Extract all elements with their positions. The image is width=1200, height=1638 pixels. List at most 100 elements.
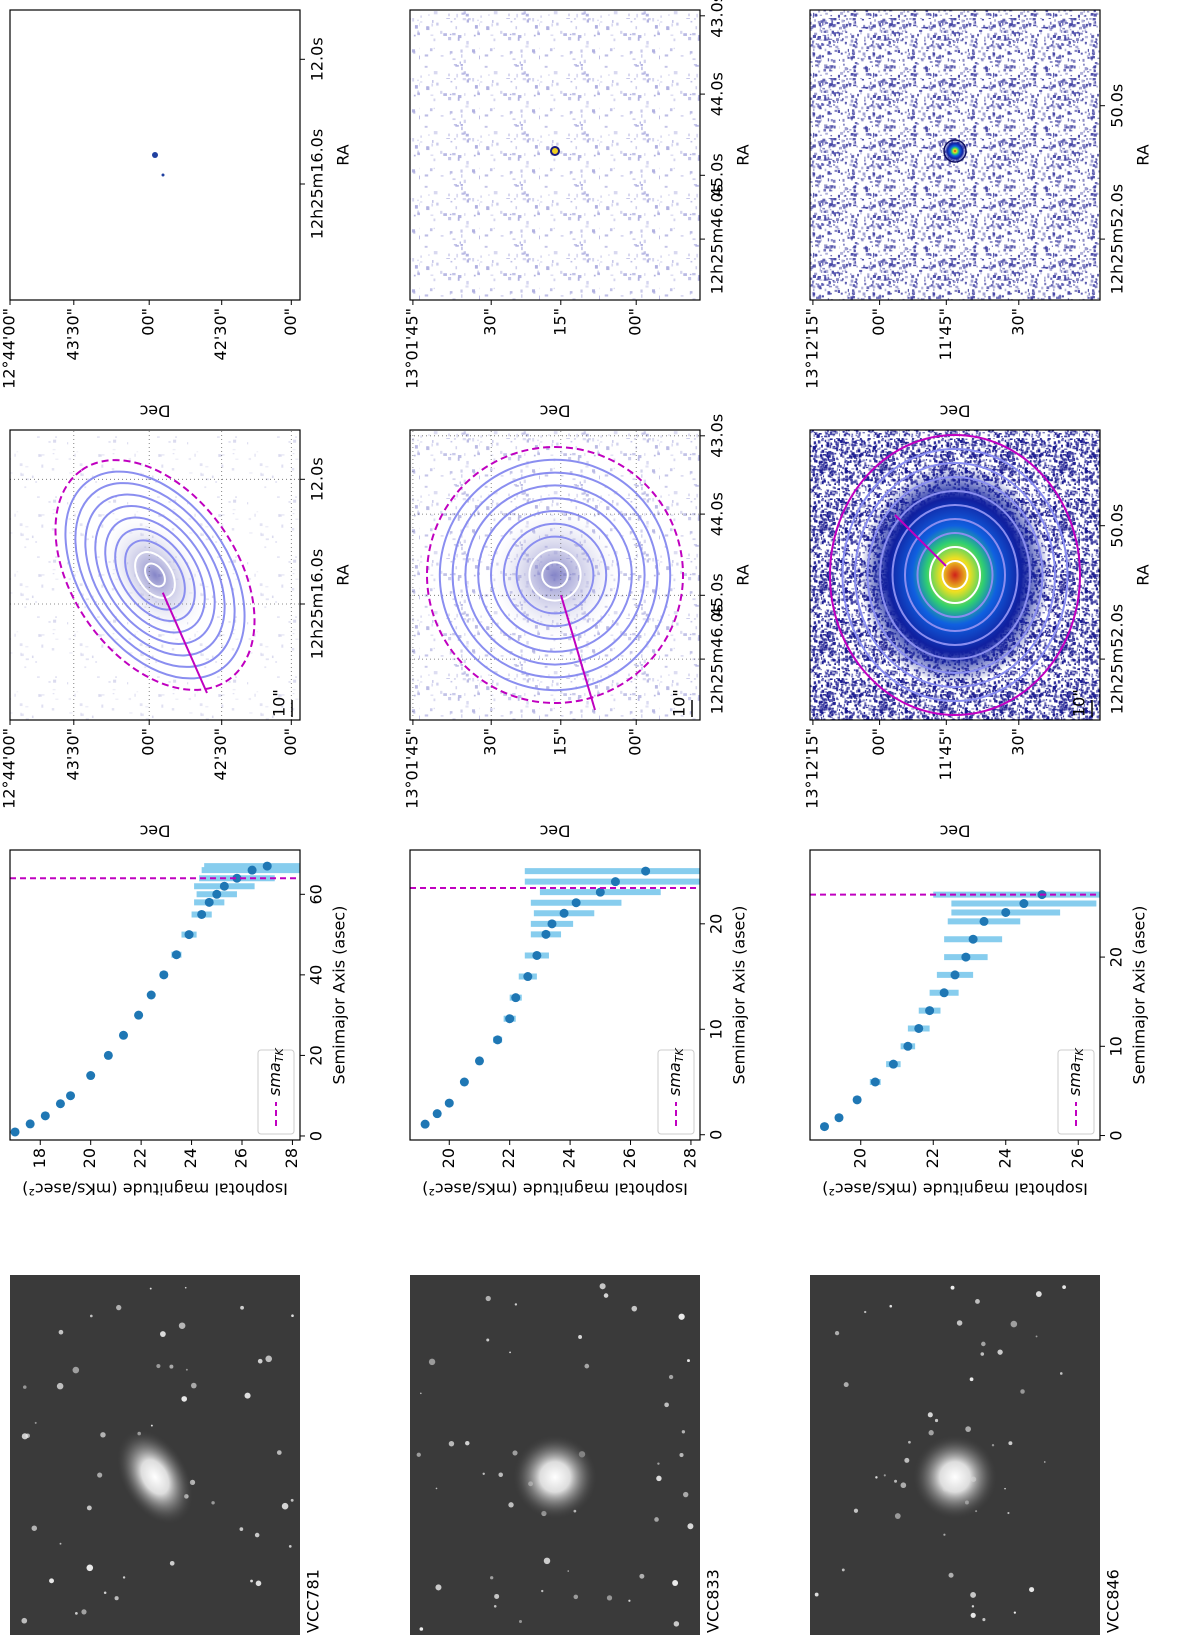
data-point [118, 1030, 128, 1040]
dec-tick-label: 13°01'45" [402, 308, 421, 389]
data-point [197, 909, 207, 919]
star [672, 1580, 679, 1586]
star [657, 1462, 660, 1465]
star [419, 1627, 424, 1631]
dec-tick-label: 11'45" [936, 308, 955, 360]
legend-label: smaTK [265, 1048, 287, 1096]
star [239, 1527, 244, 1531]
star [934, 1418, 939, 1423]
data-point [571, 898, 581, 908]
star [211, 1501, 215, 1505]
frame [409, 849, 701, 1141]
star [673, 1621, 680, 1627]
residual-core [152, 152, 158, 158]
data-point [55, 1099, 65, 1109]
dec-tick-label: 43'30" [63, 728, 82, 780]
dec-axis-label: Dec [140, 822, 171, 841]
star [687, 1359, 690, 1363]
isophote [904, 518, 1006, 632]
frame [9, 9, 301, 301]
frame [809, 429, 1101, 721]
star [190, 1382, 197, 1389]
star [997, 1349, 1003, 1355]
star [970, 1612, 976, 1618]
data-point [888, 1059, 898, 1069]
star [49, 1578, 54, 1584]
star [512, 1450, 518, 1456]
star [628, 1599, 631, 1602]
data-point [610, 877, 620, 887]
star [639, 1573, 645, 1579]
data-point [820, 1122, 829, 1132]
x-tick-label: 20 [707, 914, 726, 934]
star [1013, 1611, 1016, 1614]
scale-bar-label: 10" [670, 689, 689, 717]
star [486, 1338, 490, 1342]
star [948, 1572, 954, 1578]
legend-name: sma [1065, 1062, 1084, 1096]
star [181, 1396, 188, 1402]
frame [809, 9, 1101, 301]
dec-tick-label: 12°44'00" [0, 308, 19, 389]
star [603, 1293, 609, 1298]
data-point [86, 1071, 96, 1081]
isophote [114, 528, 196, 622]
data-point [1001, 907, 1011, 917]
isophote [490, 510, 620, 640]
star [493, 1604, 497, 1608]
star [169, 1364, 174, 1369]
star [498, 1472, 503, 1478]
data-point [834, 1113, 844, 1123]
x-tick-label: 40 [307, 965, 326, 985]
dec-tick-label: 13°12'15" [802, 308, 821, 389]
star [265, 1355, 273, 1363]
isophote [929, 546, 981, 604]
dec-tick-label: 13°01'45" [402, 728, 421, 809]
star [428, 1358, 436, 1366]
plot-area [810, 890, 1100, 1132]
star [509, 1351, 511, 1354]
star [276, 1450, 282, 1455]
data-point [547, 919, 557, 929]
isophote [438, 458, 672, 692]
star [900, 1482, 907, 1489]
data-point [66, 1091, 76, 1101]
star [1043, 1461, 1046, 1463]
isophote [528, 548, 582, 602]
star [86, 1505, 92, 1511]
star [59, 1542, 62, 1545]
y-tick-label: 26 [232, 1148, 251, 1168]
star [291, 1314, 294, 1318]
data-point [541, 929, 551, 939]
x-tick-label: 20 [307, 1045, 326, 1065]
y-tick-label: 28 [680, 1148, 699, 1168]
y-tick-label: 22 [499, 1148, 518, 1168]
star [122, 1576, 126, 1579]
galaxy-glow [511, 1433, 599, 1521]
x-tick-label: 0 [707, 1130, 726, 1140]
star [971, 1605, 975, 1608]
y-tick-label: 20 [80, 1148, 99, 1168]
star [814, 1592, 819, 1597]
dec-tick-label: 11'45" [936, 728, 955, 780]
dec-tick-label: 15" [550, 308, 569, 336]
isophote [502, 522, 608, 628]
ra-tick-label: 12h25m46.0s [708, 184, 727, 294]
frame [9, 429, 301, 721]
x-tick-label: 0 [1107, 1130, 1126, 1140]
dec-tick-label: 00" [139, 308, 158, 336]
galaxy-label: VCC846 [1104, 1569, 1123, 1633]
star [116, 1304, 122, 1311]
star [160, 1331, 166, 1337]
y-tick-label: 24 [560, 1148, 579, 1168]
data-point [595, 887, 605, 897]
star [950, 1285, 955, 1290]
data-point [961, 952, 971, 962]
star [965, 1426, 971, 1432]
star [281, 1502, 289, 1510]
ra-axis-label: RA [734, 564, 753, 585]
isophote [134, 551, 176, 599]
data-point [212, 889, 222, 899]
dec-tick-label: 00" [626, 728, 645, 756]
dec-tick-label: 15" [550, 728, 569, 756]
